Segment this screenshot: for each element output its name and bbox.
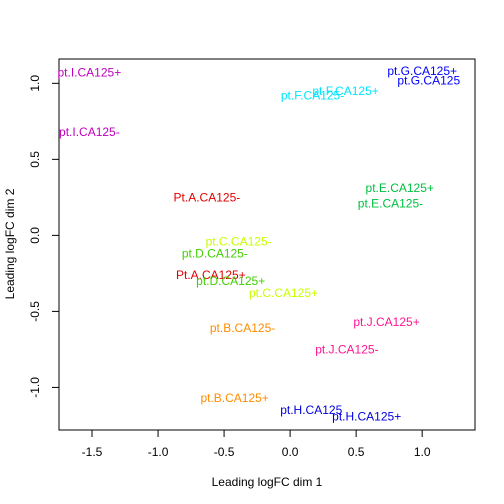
y-tick-label: -0.5 [28,301,42,322]
x-axis: -1.5 -1.0 -0.5 0.0 0.5 1.0 [82,429,431,459]
x-tick-label: 1.0 [414,445,431,459]
point-label: pt.B.CA125- [210,321,275,335]
point-label: pt.D.CA125- [182,247,248,261]
point-labels: pt.I.CA125+ pt.I.CA125- pt.G.CA125+pt.G.CA… [58,64,461,423]
point-label: pt.F.CA125- [281,88,344,102]
x-tick-label: 0.5 [348,445,365,459]
point-label: pt.B.CA125+ [200,391,268,405]
point-label: pt.C.CA125- [206,234,272,248]
point-label: pt.H.CA125 [280,403,342,417]
x-tick-label: -1.0 [148,445,169,459]
x-tick-label: -1.5 [82,445,103,459]
point-label: pt.G.CA125+ [387,64,457,78]
point-label: pt.I.CA125- [59,125,120,139]
y-tick-label: 0.0 [28,227,42,244]
point-label: pt.E.CA125+ [366,181,434,195]
y-axis: -1.0 -0.5 0.0 0.5 1.0 [28,75,60,398]
y-tick-label: 0.5 [28,151,42,168]
y-axis-title: Leading logFC dim 2 [3,188,17,299]
point-label: pt.G.CA125 [397,73,460,87]
point-label: Pt.A.CA125+ [176,268,246,282]
point-label: pt.C.CA125+ [249,286,318,300]
point-label: pt.D.CA125+ [196,274,265,288]
x-tick-label: 0.0 [282,445,299,459]
x-tick-label: -0.5 [214,445,235,459]
y-tick-label: 1.0 [28,75,42,92]
x-axis-title: Leading logFC dim 1 [212,475,323,489]
point-label: pt.J.CA125- [315,342,378,356]
point-label: Pt.A.CA125- [174,190,241,204]
y-tick-label: -1.0 [28,377,42,398]
point-label: pt.J.CA125+ [353,315,419,329]
point-label: pt.H.CA125+ [332,409,401,423]
point-label: pt.F.CA125+ [312,84,378,98]
point-label: pt.E.CA125- [358,196,423,210]
point-label: pt.I.CA125+ [58,66,122,80]
